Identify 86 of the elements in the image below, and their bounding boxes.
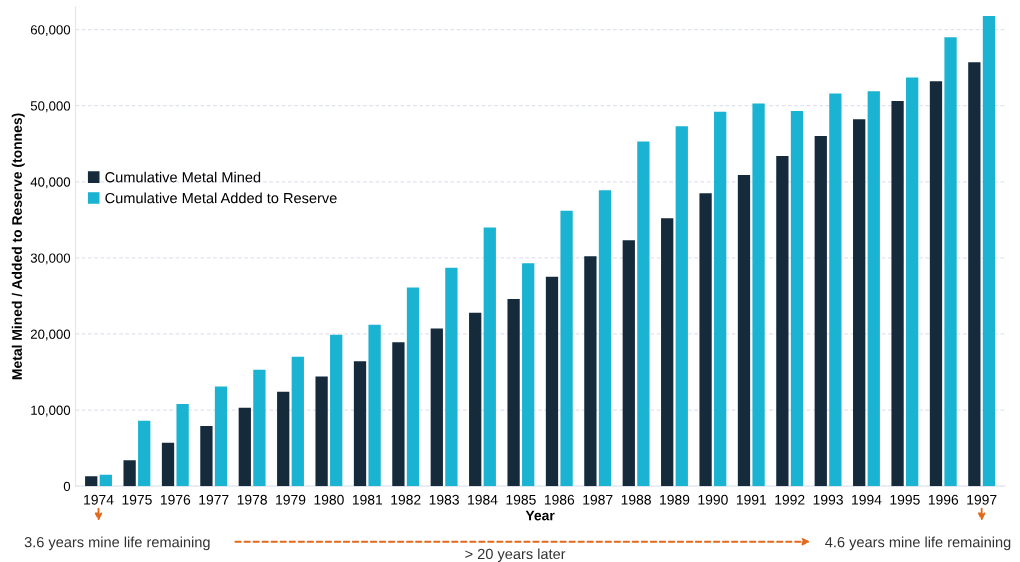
bar bbox=[353, 361, 367, 487]
x-tick-label: 1996 bbox=[928, 494, 959, 505]
bar bbox=[368, 324, 381, 487]
bar bbox=[814, 136, 827, 487]
bar bbox=[483, 227, 496, 487]
bar bbox=[891, 101, 904, 487]
bar bbox=[200, 426, 213, 487]
x-tick-label: 1992 bbox=[775, 494, 805, 505]
bar bbox=[214, 386, 228, 487]
x-tick-label: 1981 bbox=[352, 494, 383, 505]
bar bbox=[522, 263, 535, 487]
legend-label: Cumulative Metal Mined bbox=[105, 171, 261, 183]
x-tick-label: 1977 bbox=[199, 494, 229, 505]
bar bbox=[968, 62, 981, 487]
x-tick-label: 1974 bbox=[84, 494, 114, 505]
bar bbox=[253, 369, 266, 487]
bar bbox=[99, 474, 112, 487]
bar bbox=[776, 155, 789, 487]
bar bbox=[752, 103, 765, 487]
bar bbox=[714, 111, 727, 487]
x-tick-label: 1980 bbox=[314, 494, 344, 505]
bar bbox=[867, 91, 880, 487]
bar bbox=[161, 442, 175, 487]
bar bbox=[406, 287, 420, 487]
bar bbox=[507, 298, 520, 487]
bar bbox=[982, 15, 996, 487]
bar bbox=[560, 210, 573, 487]
bar bbox=[176, 403, 189, 487]
y-tick-label: 20,000 bbox=[30, 329, 71, 341]
x-tick-label: 1985 bbox=[506, 494, 536, 505]
bar bbox=[315, 376, 328, 487]
x-tick-label: 1982 bbox=[391, 494, 421, 505]
bar bbox=[138, 420, 151, 487]
x-tick-label: 1990 bbox=[698, 494, 728, 505]
bar bbox=[291, 356, 304, 487]
bar bbox=[85, 476, 98, 487]
x-tick-label: 1979 bbox=[276, 494, 306, 505]
legend-label: Cumulative Metal Added to Reserve bbox=[105, 192, 337, 204]
x-tick-label: 1987 bbox=[583, 494, 613, 505]
y-tick-label: 10,000 bbox=[31, 405, 71, 417]
bar bbox=[392, 342, 405, 487]
x-axis-title: Year bbox=[525, 510, 555, 521]
x-tick-label: 1986 bbox=[544, 494, 575, 505]
bar bbox=[238, 407, 251, 487]
text: > 20 years later bbox=[465, 548, 566, 562]
bar bbox=[661, 218, 674, 487]
bar bbox=[469, 312, 482, 487]
x-tick-label: 1989 bbox=[660, 494, 690, 505]
bar bbox=[929, 81, 943, 487]
y-axis-title: Metal Mined / Added to Reserve (tonnes) bbox=[11, 113, 25, 380]
bar bbox=[430, 328, 443, 487]
x-tick-label: 1995 bbox=[890, 494, 920, 505]
bar bbox=[906, 77, 919, 487]
bar bbox=[123, 460, 136, 487]
text: 4.6 years mine life remaining bbox=[825, 536, 1011, 551]
x-tick-label: 1993 bbox=[813, 494, 843, 505]
y-tick-label: 40,000 bbox=[30, 177, 71, 189]
y-tick-label: 0 bbox=[63, 481, 71, 492]
x-tick-label: 1975 bbox=[122, 494, 152, 505]
bar bbox=[584, 256, 597, 487]
bar bbox=[853, 119, 866, 487]
x-tick-label: 1978 bbox=[237, 494, 267, 505]
bar bbox=[675, 126, 688, 487]
y-tick-label: 30,000 bbox=[30, 253, 71, 265]
x-tick-label: 1976 bbox=[160, 494, 191, 505]
bar bbox=[545, 276, 559, 487]
x-tick-label: 1991 bbox=[736, 494, 767, 505]
bar bbox=[277, 391, 290, 487]
x-tick-label: 1994 bbox=[852, 494, 882, 505]
bar bbox=[445, 267, 458, 487]
bar bbox=[699, 193, 712, 487]
x-tick-label: 1997 bbox=[967, 494, 997, 505]
x-tick-label: 1983 bbox=[429, 494, 459, 505]
bar bbox=[790, 110, 804, 487]
bar bbox=[598, 190, 612, 487]
bar bbox=[330, 334, 343, 487]
x-tick-label: 1984 bbox=[468, 494, 498, 505]
bar bbox=[737, 174, 751, 487]
y-tick-label: 50,000 bbox=[30, 101, 71, 113]
x-tick-label: 1988 bbox=[621, 494, 651, 505]
bar bbox=[944, 37, 957, 487]
text: 3.6 years mine life remaining bbox=[24, 536, 210, 551]
bar bbox=[637, 141, 650, 487]
bar bbox=[829, 93, 842, 487]
bar bbox=[622, 240, 635, 487]
y-tick-label: 60,000 bbox=[30, 25, 71, 37]
